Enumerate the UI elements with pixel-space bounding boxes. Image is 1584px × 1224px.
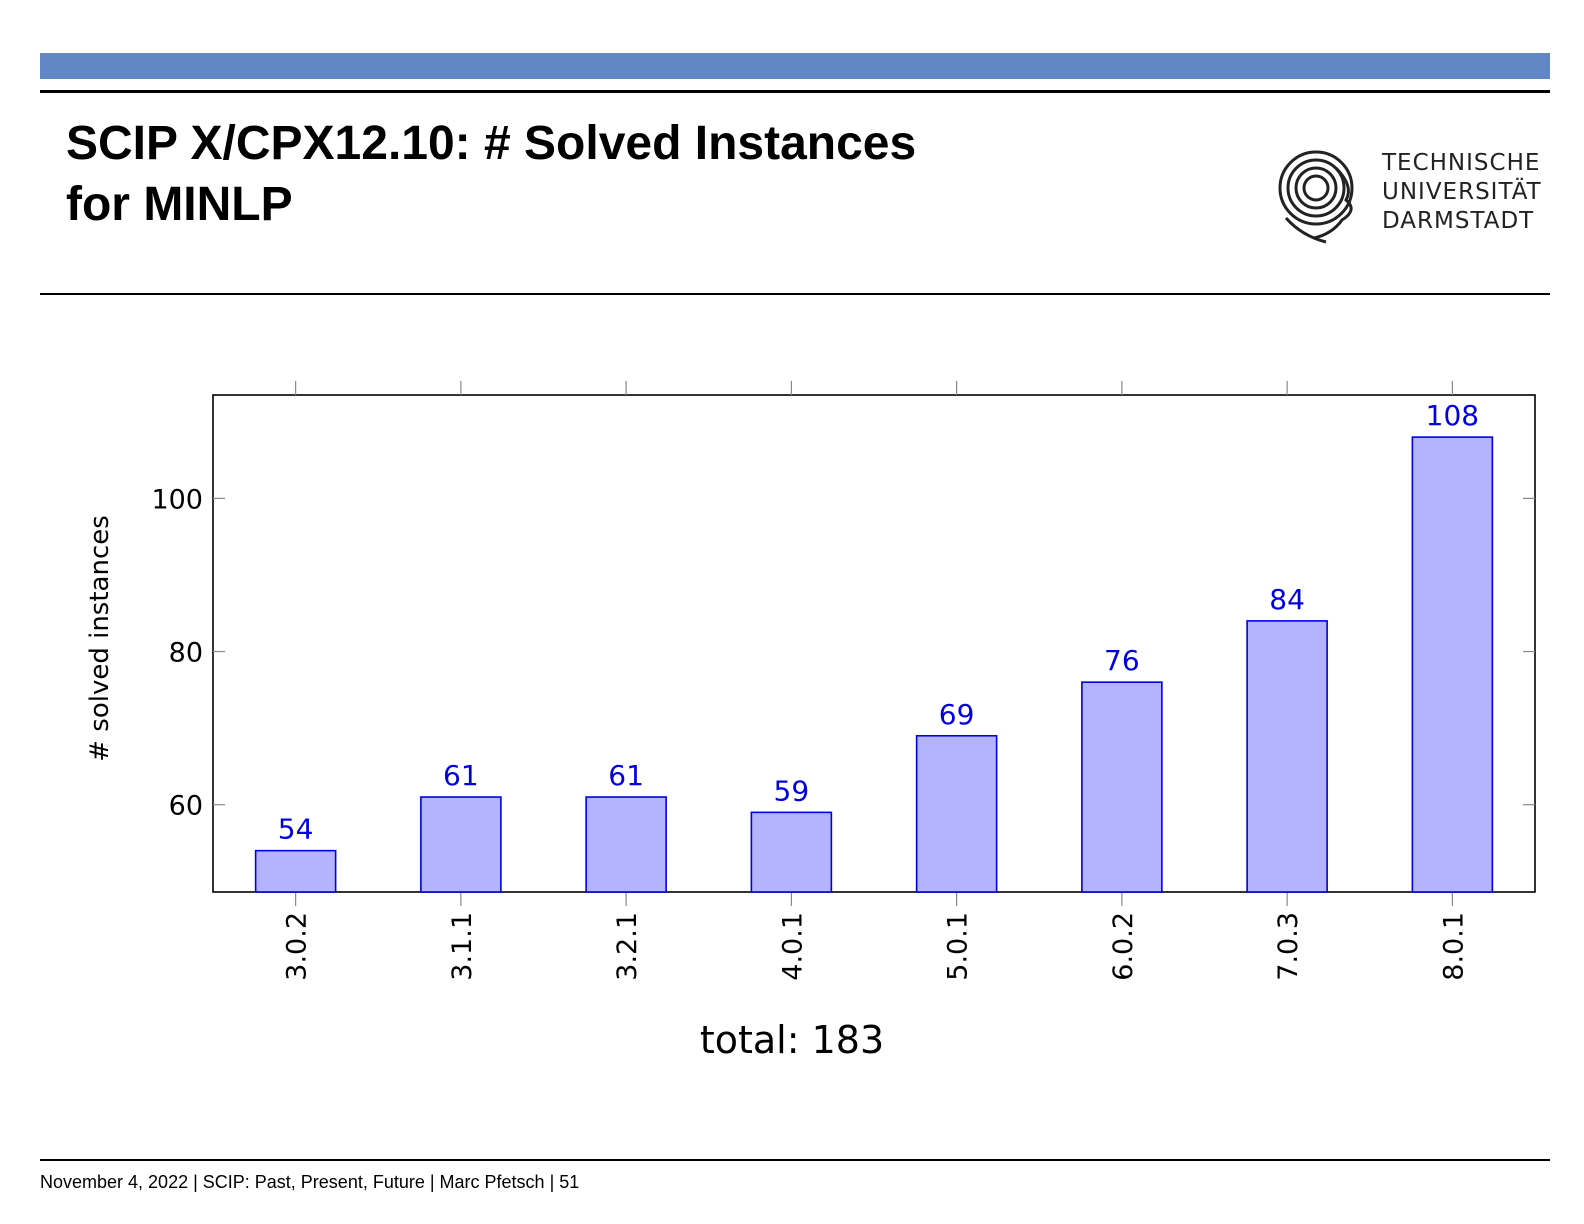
data-label-3.1.1: 61: [443, 759, 479, 792]
y-tick-label-80: 80: [169, 638, 203, 669]
bar-8.0.1: [1411, 436, 1494, 893]
header-accent-bar: [40, 53, 1550, 79]
data-label-5.0.1: 69: [939, 698, 975, 731]
title-divider: [40, 293, 1550, 295]
x-tick-label-6.0.2: 6.0.2: [1108, 912, 1139, 981]
x-tick-label-3.0.2: 3.0.2: [282, 912, 313, 981]
y-tick-label-100: 100: [151, 484, 203, 515]
x-tick-label-8.0.1: 8.0.1: [1438, 912, 1469, 981]
slide-title-line2: for MINLP: [66, 178, 293, 231]
bar-4.0.1: [750, 811, 833, 893]
bar-5.0.1: [915, 734, 998, 893]
logo-text-line3: DARMSTADT: [1382, 208, 1535, 234]
total-caption: total: 183: [699, 1018, 885, 1062]
athena-head-icon: [1278, 150, 1354, 244]
slide-footer: November 4, 2022 | SCIP: Past, Present, …: [40, 1172, 580, 1192]
logo-text-line2: UNIVERSITÄT: [1382, 179, 1542, 205]
slide-title-line1: SCIP X/CPX12.10: # Solved Instances: [66, 117, 917, 170]
y-axis-label: # solved instances: [85, 515, 115, 762]
x-tick-label-4.0.1: 4.0.1: [777, 912, 808, 981]
footer-rule: [40, 1159, 1550, 1161]
x-tick-label-5.0.1: 5.0.1: [943, 912, 974, 981]
plot-frame: [212, 394, 1536, 893]
bar-7.0.3: [1246, 620, 1328, 893]
data-label-4.0.1: 59: [774, 774, 810, 807]
data-label-7.0.3: 84: [1269, 583, 1305, 616]
slide-title: SCIP X/CPX12.10: # Solved Instances for …: [66, 113, 1216, 235]
header-rule: [40, 90, 1550, 93]
data-label-3.2.1: 61: [608, 759, 644, 792]
bar-6.0.2: [1081, 681, 1163, 893]
x-tick-label-3.1.1: 3.1.1: [447, 912, 478, 981]
university-logo: TECHNISCHE UNIVERSITÄT DARMSTADT: [1276, 138, 1556, 248]
data-label-3.0.2: 54: [278, 813, 314, 846]
x-tick-label-3.2.1: 3.2.1: [612, 912, 643, 981]
bar-3.0.2: [254, 849, 337, 893]
bar-3.1.1: [420, 796, 502, 893]
x-tick-label-7.0.3: 7.0.3: [1273, 912, 1304, 981]
bar-chart: 54 61 61 59 69 76 84 108 3.0.2 3.1.1 3.2.1 4.0.1 5.…: [85, 381, 1536, 981]
data-label-8.0.1: 108: [1426, 399, 1479, 432]
data-label-6.0.2: 76: [1104, 644, 1140, 677]
logo-text-line1: TECHNISCHE: [1382, 150, 1541, 176]
bar-3.2.1: [585, 796, 667, 893]
y-tick-label-60: 60: [169, 791, 203, 822]
